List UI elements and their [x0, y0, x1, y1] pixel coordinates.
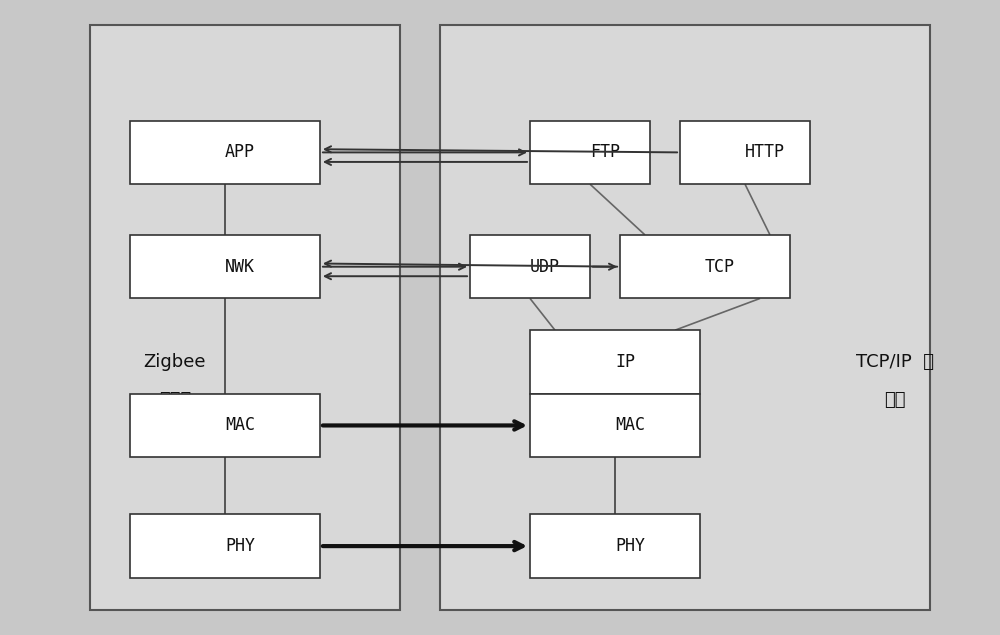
Text: TCP: TCP [705, 258, 735, 276]
Text: UDP: UDP [530, 258, 560, 276]
Bar [530, 514, 700, 578]
Bar [530, 330, 700, 394]
Bar [470, 235, 590, 298]
FancyArrowPatch shape [323, 149, 525, 156]
Text: PHY: PHY [225, 537, 255, 555]
Text: PHY: PHY [615, 537, 645, 555]
FancyArrowPatch shape [325, 146, 677, 152]
Text: FTP: FTP [590, 144, 620, 161]
FancyArrowPatch shape [323, 542, 523, 551]
Bar [530, 394, 700, 457]
Text: TCP/IP  协: TCP/IP 协 [856, 353, 934, 371]
Text: NWK: NWK [225, 258, 255, 276]
Text: MAC: MAC [615, 417, 645, 434]
Bar [130, 121, 320, 184]
Bar [130, 514, 320, 578]
FancyArrowPatch shape [325, 159, 527, 165]
Bar [530, 121, 650, 184]
Bar [620, 235, 790, 298]
FancyArrowPatch shape [325, 260, 617, 267]
Text: 协议栈: 协议栈 [159, 391, 191, 409]
FancyArrowPatch shape [593, 264, 615, 270]
Bar [130, 235, 320, 298]
FancyArrowPatch shape [323, 421, 523, 430]
Text: Zigbee: Zigbee [144, 353, 206, 371]
FancyArrowPatch shape [323, 264, 465, 270]
Bar [440, 25, 930, 610]
Text: HTTP: HTTP [745, 144, 785, 161]
Text: 议栈: 议栈 [884, 391, 906, 409]
Text: IP: IP [615, 353, 635, 371]
Bar [130, 394, 320, 457]
FancyArrowPatch shape [325, 273, 467, 279]
Text: MAC: MAC [225, 417, 255, 434]
Bar [680, 121, 810, 184]
Text: APP: APP [225, 144, 255, 161]
Bar [90, 25, 400, 610]
